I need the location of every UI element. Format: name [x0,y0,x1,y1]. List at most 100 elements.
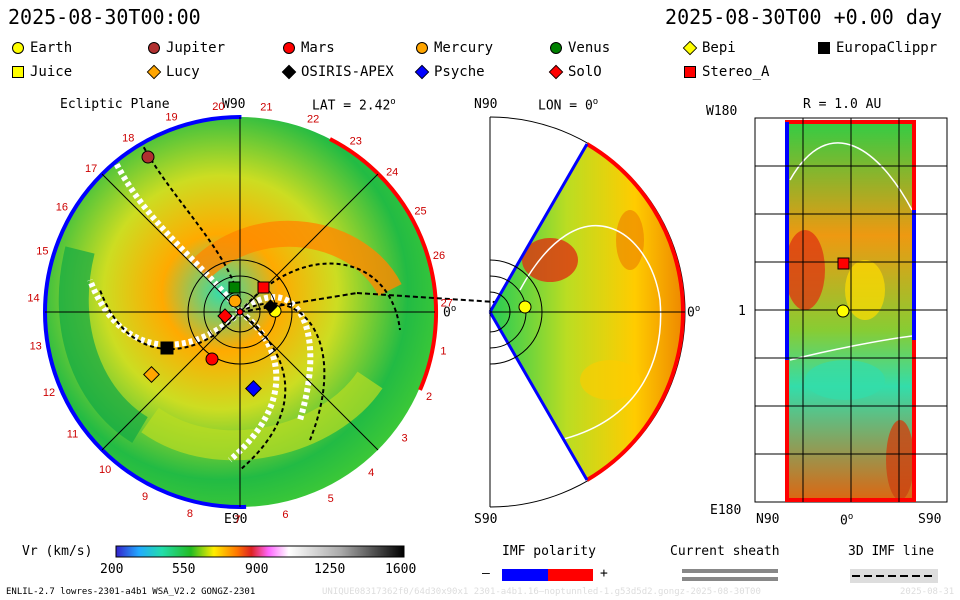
legend-item-mercury: Mercury [416,40,493,56]
colorbar-tick-200: 200 [100,562,124,577]
europaclipper-position-marker [160,341,174,355]
model-info-footer: ENLIL-2.7 lowres-2301-a4b1 WSA_V2.2 GONG… [6,587,256,597]
carrington-label: 8 [187,508,193,520]
radial-bottom-0: 0o [840,512,854,529]
europaclipper-marker-icon [818,42,830,54]
ecliptic-top-label: W90 [222,97,246,112]
imf-minus-sign: – [482,566,490,581]
current-sheath-key [682,569,778,581]
mars-position-marker [205,352,219,366]
colorbar-tick-1250: 1250 [314,562,346,577]
run-date-watermark: 2025-08-31 [900,587,955,597]
imf-negative-swatch [502,569,548,581]
carrington-label: 14 [27,293,39,305]
carrington-label: 15 [36,245,48,257]
forecast-timestamp: 2025-08-30T00 +0.00 day [665,5,942,29]
carrington-labels: 20 21222324252627123456789101112131415161… [27,101,453,526]
carrington-label: 1 [440,345,446,357]
legend-item-juice: Juice [12,64,72,80]
solo-position-marker [217,308,233,324]
model-timestamp: 2025-08-30T00:00 [8,5,201,29]
carrington-label: 16 [56,201,68,213]
carrington-label: 7 [235,514,241,526]
radial-bottom-s90: S90 [918,512,942,527]
imf-positive-swatch [548,569,593,581]
sun-marker [236,308,244,316]
colorbar-tick-1600: 1600 [385,562,417,577]
carrington-label: 18 [122,133,134,145]
earth-marker-icon [12,42,24,54]
colorbar-label: Vr (km/s) [22,544,93,559]
meridional-top-label: N90 [474,97,498,112]
psyche-position-marker [245,380,262,397]
imf-line-key [850,569,938,583]
carrington-label: 4 [368,467,374,479]
colorbar-gradient [115,545,405,558]
legend-item-europaclipper: EuropaClippr [818,40,937,56]
ecliptic-plane-panel: 20 21222324252627123456789101112131415161… [27,101,496,526]
legend-item-stereo-a: Stereo_A [684,64,769,80]
carrington-label: 25 [414,206,426,218]
legend-item-mars: Mars [283,40,335,56]
lucy-position-marker [143,366,160,383]
legend-item-earth: Earth [12,40,72,56]
imf-polarity-label: IMF polarity [502,544,596,559]
radial-top-left-label: W180 [706,104,738,119]
radial-stereo-a-marker [837,257,850,270]
jupiter-position-marker [141,150,155,164]
carrington-label: 13 [30,341,42,353]
osiris-apex-position-marker [263,299,278,314]
carrington-label: 6 [282,509,288,521]
venus-position-marker [228,281,241,294]
radial-map-panel [754,117,948,503]
imf-line-label: 3D IMF line [848,544,935,559]
meridional-lon-label: LON = 0o [538,97,599,114]
venus-marker-icon [550,42,562,54]
meridional-plane-panel [488,116,686,508]
carrington-label: 3 [402,433,408,445]
carrington-label: 23 [350,135,362,147]
mars-marker-icon [283,42,295,54]
carrington-label: 2 [426,391,432,403]
stereo-a-marker-icon [684,66,696,78]
legend-item-bepi: Bepi [682,40,736,56]
carrington-label: 5 [328,493,334,505]
carrington-label: 20 [212,101,224,113]
radial-mid-left-label: 1 [738,304,746,319]
mercury-marker-icon [416,42,428,54]
velocity-colorbar [115,545,405,558]
carrington-label: 22 [307,113,319,125]
legend-item-jupiter: Jupiter [148,40,225,56]
legend-item-lucy: Lucy [146,64,200,80]
meridional-earth-marker [518,300,532,314]
mercury-position-marker [228,294,242,308]
radial-earth-marker [836,304,850,318]
ecliptic-title: Ecliptic Plane [60,97,170,112]
radial-grid [755,118,947,502]
stereo-a-position-marker [257,281,270,294]
current-sheath-label: Current sheath [670,544,780,559]
legend-item-solo: SolO [548,64,602,80]
jupiter-marker-icon [148,42,160,54]
carrington-label: 10 [99,464,111,476]
earth-connection-line [239,292,358,313]
ecliptic-bottom-label: E90 [224,512,248,527]
carrington-label: 9 [142,491,148,503]
carrington-label: 11 [67,429,78,441]
legend-item-psyche: Psyche [414,64,485,80]
carrington-label: 26 [433,250,445,262]
meridional-bottom-label: S90 [474,512,498,527]
radial-bottom-n90: N90 [756,512,780,527]
carrington-label: 17 [85,163,97,175]
carrington-label: 21 [260,102,272,114]
imf-plus-sign: + [600,566,608,581]
meridional-zero-label: 0o [687,304,701,321]
colorbar-tick-550: 550 [172,562,196,577]
legend-item-osiris-apex: OSIRIS-APEX [281,64,394,80]
ecliptic-lat-label: LAT = 2.42o [312,97,396,114]
carrington-label: 19 [165,112,177,124]
colorbar-tick-900: 900 [245,562,269,577]
carrington-label: 27 [441,297,453,309]
carrington-label: 24 [386,167,398,179]
